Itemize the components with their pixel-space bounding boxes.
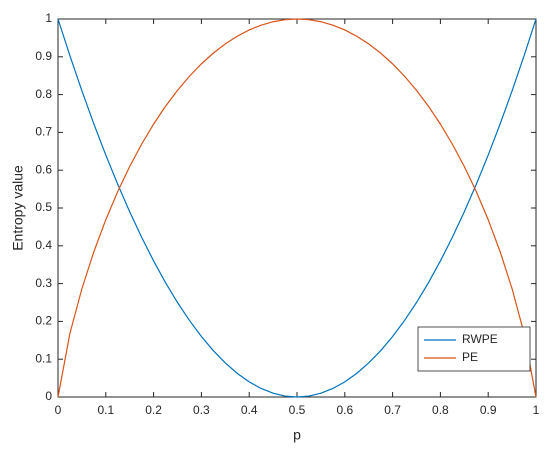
y-tick-label: 0.5: [35, 200, 52, 214]
y-tick-label: 0.9: [35, 49, 52, 63]
y-tick-label: 0.4: [35, 238, 52, 252]
x-axis-label: p: [293, 427, 301, 443]
legend-box: [417, 326, 531, 372]
x-tick-label: 0.2: [145, 403, 162, 417]
x-tick-label: 0.8: [432, 403, 449, 417]
y-tick-label: 0.3: [35, 276, 52, 290]
x-tick-label: 0.4: [241, 403, 258, 417]
y-tick-label: 0.1: [35, 351, 52, 365]
x-tick-label: 1: [533, 403, 540, 417]
line-series: [57, 18, 537, 398]
x-tick-label: 0.7: [384, 403, 401, 417]
x-tick-label: 0.3: [193, 403, 210, 417]
y-tick-label: 0.2: [35, 314, 52, 328]
y-axis-label: Entropy value: [10, 165, 26, 251]
y-tick-label: 0.8: [35, 87, 52, 101]
y-tick-label: 1: [45, 11, 52, 25]
legend-label: RWPE: [462, 332, 498, 346]
y-tick-label: 0.6: [35, 162, 52, 176]
x-tick-label: 0.6: [336, 403, 353, 417]
x-tick-label: 0.1: [97, 403, 114, 417]
legend: RWPE PE: [417, 326, 531, 372]
legend-label: PE: [462, 350, 478, 364]
x-tick-label: 0.9: [480, 403, 497, 417]
y-tick-label: 0: [45, 389, 52, 403]
line-series: [57, 18, 537, 398]
x-tick-label: 0.5: [289, 403, 306, 417]
x-tick-label: 0: [55, 403, 62, 417]
y-tick-label: 0.7: [35, 125, 52, 139]
